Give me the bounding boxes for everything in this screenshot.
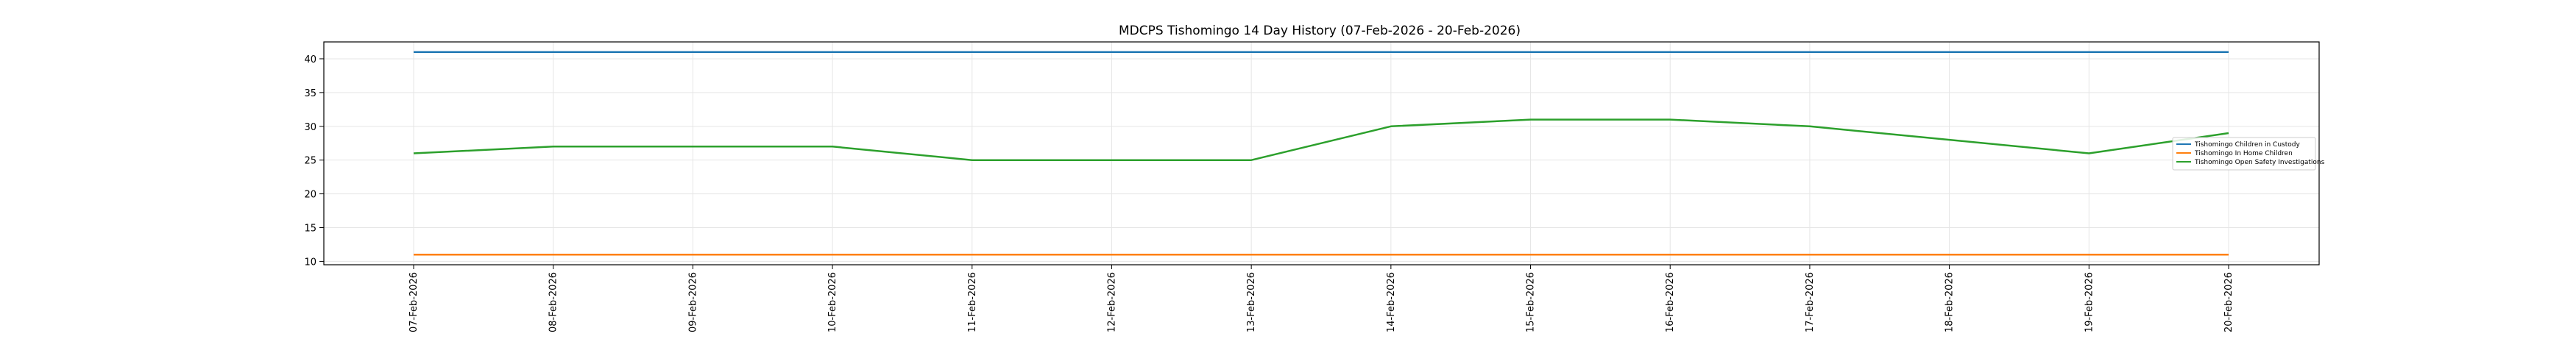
legend-box — [2172, 137, 2316, 171]
x-tick-label: 07-Feb-2026 — [408, 272, 420, 332]
plot-frame — [323, 41, 2320, 265]
x-tick-label: 17-Feb-2026 — [1805, 272, 1816, 332]
series-line-3 — [413, 118, 2229, 161]
x-tick-label: 15-Feb-2026 — [1526, 272, 1537, 332]
y-tick-label: 15 — [304, 224, 316, 235]
x-tick-label: 18-Feb-2026 — [1945, 272, 1956, 332]
y-tick-label: 30 — [304, 122, 316, 133]
series-lines — [413, 51, 2229, 256]
grid — [324, 42, 2319, 265]
x-tick-label: 10-Feb-2026 — [827, 272, 838, 332]
legend-label: Tishomingo Open Safety Investigations — [2194, 159, 2325, 166]
legend-label: Tishomingo In Home Children — [2194, 150, 2293, 157]
axes: 10 15 20 25 30 35 40 07-Feb-2026 08-Feb-2026 09-F… — [304, 54, 2234, 332]
x-tick-label: 08-Feb-2026 — [548, 272, 559, 332]
x-tick-label: 11-Feb-2026 — [967, 272, 978, 332]
x-tick-label: 13-Feb-2026 — [1246, 272, 1257, 332]
legend-label: Tishomingo Children in Custody — [2194, 141, 2300, 149]
legend: Tishomingo Children in CustodyTishomingo… — [2172, 137, 2325, 171]
y-tick-label: 10 — [304, 257, 316, 268]
x-tick-label: 09-Feb-2026 — [687, 272, 698, 332]
y-tick-label: 25 — [304, 156, 316, 167]
x-tick-label: 16-Feb-2026 — [1665, 272, 1676, 332]
x-tick-label: 14-Feb-2026 — [1386, 272, 1397, 332]
x-tick-label: 19-Feb-2026 — [2084, 272, 2095, 332]
chart-title: MDCPS Tishomingo 14 Day History (07-Feb-… — [1119, 24, 1521, 38]
x-tick-label: 12-Feb-2026 — [1106, 272, 1117, 332]
y-tick-label: 20 — [304, 190, 316, 201]
y-tick-label: 35 — [304, 88, 316, 99]
x-tick-label: 20-Feb-2026 — [2223, 272, 2234, 332]
y-tick-label: 40 — [304, 54, 316, 65]
